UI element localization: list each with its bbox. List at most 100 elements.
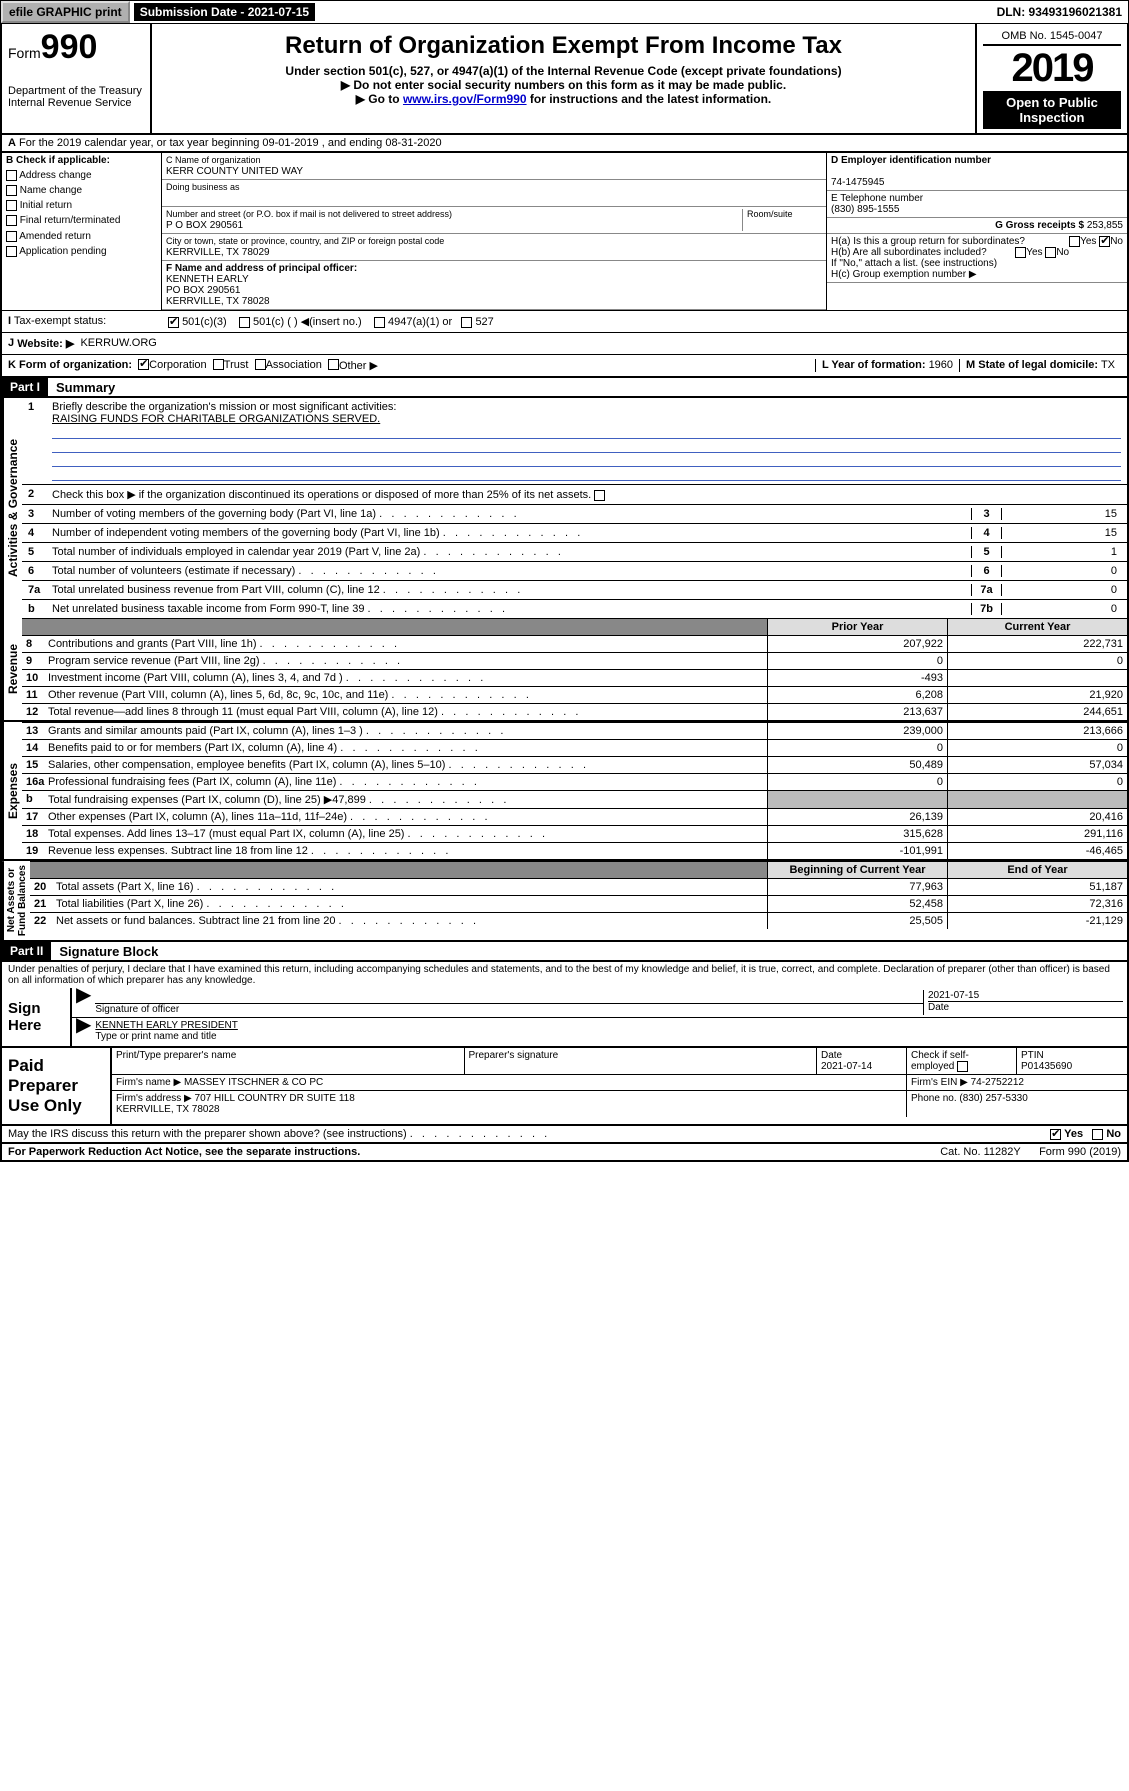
part2-header: Part II Signature Block: [0, 942, 1129, 962]
public-inspection: Open to Public Inspection: [983, 91, 1121, 129]
sign-block: Sign Here ▶ Signature of officer 2021-07…: [0, 988, 1129, 1048]
revenue-vlabel: Revenue: [2, 618, 22, 720]
begin-year-header: Beginning of Current Year: [767, 862, 947, 878]
501c3-checkbox[interactable]: [168, 317, 179, 328]
ha-yes-checkbox[interactable]: [1069, 236, 1080, 247]
revenue-section: Revenue Prior Year Current Year 8Contrib…: [0, 618, 1129, 722]
firm-name: MASSEY ITSCHNER & CO PC: [184, 1077, 323, 1088]
501c-label: 501(c) ( ) ◀(insert no.): [253, 316, 362, 328]
sig-name-label: Type or print name and title: [95, 1031, 216, 1042]
firm-phone-label: Phone no.: [911, 1093, 957, 1104]
department: Department of the Treasury Internal Reve…: [8, 85, 144, 109]
527-checkbox[interactable]: [461, 317, 472, 328]
dba-label: Doing business as: [166, 182, 240, 192]
assoc-label: Association: [266, 359, 322, 372]
end-year-header: End of Year: [947, 862, 1127, 878]
4947-label: 4947(a)(1) or: [388, 316, 452, 328]
addr-label: Number and street (or P.O. box if mail i…: [166, 209, 452, 219]
line2-checkbox[interactable]: [594, 490, 605, 501]
initial-return-label: Initial return: [20, 200, 72, 211]
form-subtitle: Under section 501(c), 527, or 4947(a)(1)…: [158, 64, 969, 78]
tax-exempt-row: I Tax-exempt status: 501(c)(3) 501(c) ( …: [0, 310, 1129, 332]
financial-row: 15Salaries, other compensation, employee…: [22, 756, 1127, 773]
final-return-label: Final return/terminated: [20, 216, 121, 227]
discuss-no-checkbox[interactable]: [1092, 1129, 1103, 1140]
tax-status-label: Tax-exempt status:: [14, 315, 106, 327]
sig-date-label: Date: [928, 1002, 949, 1013]
financial-row: 22Net assets or fund balances. Subtract …: [30, 912, 1127, 929]
m-value: TX: [1101, 359, 1115, 371]
l-label: L Year of formation:: [822, 359, 926, 371]
financial-row: 21Total liabilities (Part X, line 26)52,…: [30, 895, 1127, 912]
expenses-vlabel: Expenses: [2, 722, 22, 859]
officer-addr1: PO BOX 290561: [166, 285, 241, 296]
footer-right: Form 990 (2019): [1039, 1146, 1121, 1158]
financial-row: 8Contributions and grants (Part VIII, li…: [22, 635, 1127, 652]
amended-return-checkbox[interactable]: [6, 231, 17, 242]
ptin-value: P01435690: [1021, 1061, 1072, 1072]
501c-checkbox[interactable]: [239, 317, 250, 328]
discuss-yes-checkbox[interactable]: [1050, 1129, 1061, 1140]
paid-preparer-label: Paid Preparer Use Only: [2, 1048, 112, 1124]
financial-row: 11Other revenue (Part VIII, column (A), …: [22, 686, 1127, 703]
website-label: Website: ▶: [17, 337, 74, 350]
sig-officer-label: Signature of officer: [95, 1004, 179, 1015]
org-address: P O BOX 290561: [166, 220, 243, 231]
final-return-checkbox[interactable]: [6, 215, 17, 226]
hb-yes-checkbox[interactable]: [1015, 247, 1026, 258]
4947-checkbox[interactable]: [374, 317, 385, 328]
name-change-checkbox[interactable]: [6, 185, 17, 196]
other-checkbox[interactable]: [328, 359, 339, 370]
ha-label: H(a) Is this a group return for subordin…: [831, 236, 1025, 247]
hb-note: If "No," attach a list. (see instruction…: [831, 258, 997, 269]
efile-print-button[interactable]: efile GRAPHIC print: [1, 1, 130, 23]
self-employed-checkbox[interactable]: [957, 1061, 968, 1072]
name-arrow-icon: ▶: [76, 1020, 91, 1042]
financial-row: 12Total revenue—add lines 8 through 11 (…: [22, 703, 1127, 720]
line2-label: Check this box ▶ if the organization dis…: [52, 489, 591, 501]
ha-no-checkbox[interactable]: [1099, 236, 1110, 247]
org-city: KERRVILLE, TX 78029: [166, 247, 270, 258]
trust-checkbox[interactable]: [213, 359, 224, 370]
note-link: ▶ Go to www.irs.gov/Form990 for instruct…: [158, 92, 969, 106]
amended-return-label: Amended return: [19, 231, 91, 242]
initial-return-checkbox[interactable]: [6, 200, 17, 211]
org-name: KERR COUNTY UNITED WAY: [166, 166, 303, 177]
tax-year-range: For the 2019 calendar year, or tax year …: [19, 137, 442, 149]
summary-row: 6Total number of volunteers (estimate if…: [22, 561, 1127, 580]
summary-row: 7aTotal unrelated business revenue from …: [22, 580, 1127, 599]
netassets-vlabel: Net Assets or Fund Balances: [2, 861, 30, 940]
assoc-checkbox[interactable]: [255, 359, 266, 370]
hb-label: H(b) Are all subordinates included?: [831, 247, 987, 258]
pp-date-label: Date: [821, 1050, 842, 1061]
address-change-checkbox[interactable]: [6, 170, 17, 181]
expenses-section: Expenses 13Grants and similar amounts pa…: [0, 722, 1129, 861]
firm-ein: 74-2752212: [971, 1077, 1024, 1088]
financial-row: 20Total assets (Part X, line 16)77,96351…: [30, 878, 1127, 895]
summary-row: bNet unrelated business taxable income f…: [22, 599, 1127, 618]
part2-label: Part II: [2, 942, 51, 960]
application-pending-checkbox[interactable]: [6, 246, 17, 257]
footer-left: For Paperwork Reduction Act Notice, see …: [8, 1146, 360, 1158]
hb-no-checkbox[interactable]: [1045, 247, 1056, 258]
form-header: Form990 Department of the Treasury Inter…: [0, 24, 1129, 135]
note-ssn: Do not enter social security numbers on …: [158, 78, 969, 92]
current-year-header: Current Year: [947, 619, 1127, 635]
netassets-section: Net Assets or Fund Balances Beginning of…: [0, 861, 1129, 942]
box-b-label: B Check if applicable:: [6, 155, 110, 166]
financial-row: 16aProfessional fundraising fees (Part I…: [22, 773, 1127, 790]
part1-title: Summary: [48, 380, 115, 395]
name-change-label: Name change: [20, 185, 82, 196]
financial-row: 10Investment income (Part VIII, column (…: [22, 669, 1127, 686]
ein-value: 74-1475945: [831, 177, 884, 188]
gross-receipts-label: G Gross receipts $: [995, 220, 1084, 231]
part1-header: Part I Summary: [0, 378, 1129, 398]
summary-row: 4Number of independent voting members of…: [22, 523, 1127, 542]
527-label: 527: [475, 316, 493, 328]
corp-checkbox[interactable]: [138, 359, 149, 370]
irs-link[interactable]: www.irs.gov/Form990: [403, 92, 527, 106]
financial-row: 18Total expenses. Add lines 13–17 (must …: [22, 825, 1127, 842]
yes-label: Yes: [1064, 1128, 1083, 1140]
form-title: Return of Organization Exempt From Incom…: [158, 32, 969, 60]
form-number: 990: [41, 28, 98, 66]
